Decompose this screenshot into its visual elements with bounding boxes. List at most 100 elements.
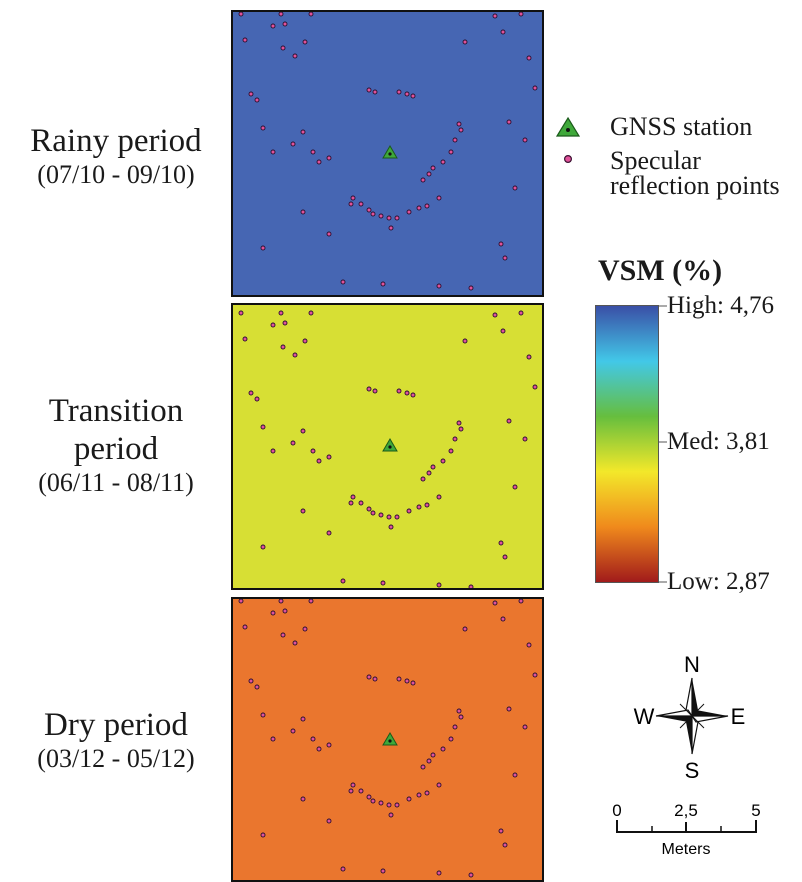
legend-symbols (555, 116, 581, 163)
specular-point (498, 540, 504, 546)
specular-point (440, 458, 446, 464)
specular-point (492, 13, 498, 19)
specular-point (372, 676, 378, 682)
specular-point (386, 215, 392, 221)
specular-point (526, 642, 532, 648)
specular-point (436, 782, 442, 788)
specular-point (316, 746, 322, 752)
period-name: Rainy period (30, 123, 202, 159)
specular-point (532, 384, 538, 390)
specular-point (502, 842, 508, 848)
specular-point (326, 155, 332, 161)
specular-point (260, 424, 266, 430)
specular-point (290, 440, 296, 446)
specular-point (350, 195, 356, 201)
specular-point (388, 225, 394, 231)
specular-point (380, 580, 386, 586)
specular-point (280, 344, 286, 350)
specular-point (278, 310, 284, 316)
specular-point (380, 281, 386, 287)
specular-point (366, 386, 372, 392)
period-dates: (03/12 - 05/12) (37, 744, 195, 773)
specular-point (366, 87, 372, 93)
specular-point (492, 312, 498, 318)
specular-point (492, 600, 498, 606)
specular-point (522, 436, 528, 442)
specular-point (406, 796, 412, 802)
ramp-ticks (659, 305, 667, 583)
specular-point (512, 772, 518, 778)
dry-period-label: Dry period (03/12 - 05/12) (0, 706, 232, 774)
period-dates: (06/11 - 08/11) (38, 468, 194, 497)
specular-point (242, 37, 248, 43)
transition-period-label: Transition period (06/11 - 08/11) (0, 392, 232, 498)
specular-point (270, 448, 276, 454)
specular-point (260, 832, 266, 838)
specular-point (326, 231, 332, 237)
specular-point (420, 476, 426, 482)
specular-point (302, 626, 308, 632)
specular-point (326, 742, 332, 748)
specular-point (532, 85, 538, 91)
specular-point (436, 195, 442, 201)
specular-point (350, 494, 356, 500)
specular-point (430, 464, 436, 470)
specular-point (512, 484, 518, 490)
specular-point (424, 502, 430, 508)
specular-point (502, 554, 508, 560)
specular-point (506, 119, 512, 125)
specular-point (458, 426, 464, 432)
specular-point (366, 674, 372, 680)
specular-point (260, 125, 266, 131)
specular-point (238, 310, 244, 316)
north-arrow: N S E W (634, 652, 746, 780)
specular-point (386, 514, 392, 520)
specular-point (506, 418, 512, 424)
scale-tick-5: 5 (751, 801, 760, 820)
specular-point (456, 121, 462, 127)
specular-point (326, 530, 332, 536)
specular-point (436, 582, 442, 588)
specular-point (302, 39, 308, 45)
specular-point (456, 708, 462, 714)
specular-point (440, 746, 446, 752)
specular-point (358, 201, 364, 207)
dry-map-canvas (233, 599, 542, 880)
period-name: Dry period (44, 707, 188, 743)
specular-point (426, 171, 432, 177)
gnss-station-triangle (382, 438, 398, 452)
specular-point (388, 524, 394, 530)
specular-point (348, 201, 354, 207)
specular-point (278, 12, 284, 17)
specular-point (518, 310, 524, 316)
specular-point (430, 165, 436, 171)
specular-point (310, 149, 316, 155)
gnss-station-triangle (382, 732, 398, 746)
period-name-line1: Transition (48, 393, 184, 429)
specular-point (394, 802, 400, 808)
specular-point (358, 500, 364, 506)
specular-point (462, 626, 468, 632)
specular-point (468, 584, 474, 588)
specular-point (500, 328, 506, 334)
vsm-med-label: Med: 3,81 (667, 428, 770, 455)
transition-map-canvas (233, 305, 542, 588)
specular-point (308, 310, 314, 316)
specular-point (254, 396, 260, 402)
specular-point (532, 672, 538, 678)
specular-point (316, 159, 322, 165)
specular-point (260, 245, 266, 251)
period-name-line2: period (73, 431, 159, 467)
west-label: W (634, 704, 655, 729)
specular-point (300, 716, 306, 722)
specular-point (340, 866, 346, 872)
specular-point (424, 203, 430, 209)
specular-point (452, 137, 458, 143)
specular-point (282, 320, 288, 326)
dry-map (231, 597, 544, 882)
vsm-low-label: Low: 2,87 (667, 568, 770, 595)
specular-point (270, 149, 276, 155)
specular-point (248, 678, 254, 684)
specular-point (394, 514, 400, 520)
specular-point (448, 448, 454, 454)
